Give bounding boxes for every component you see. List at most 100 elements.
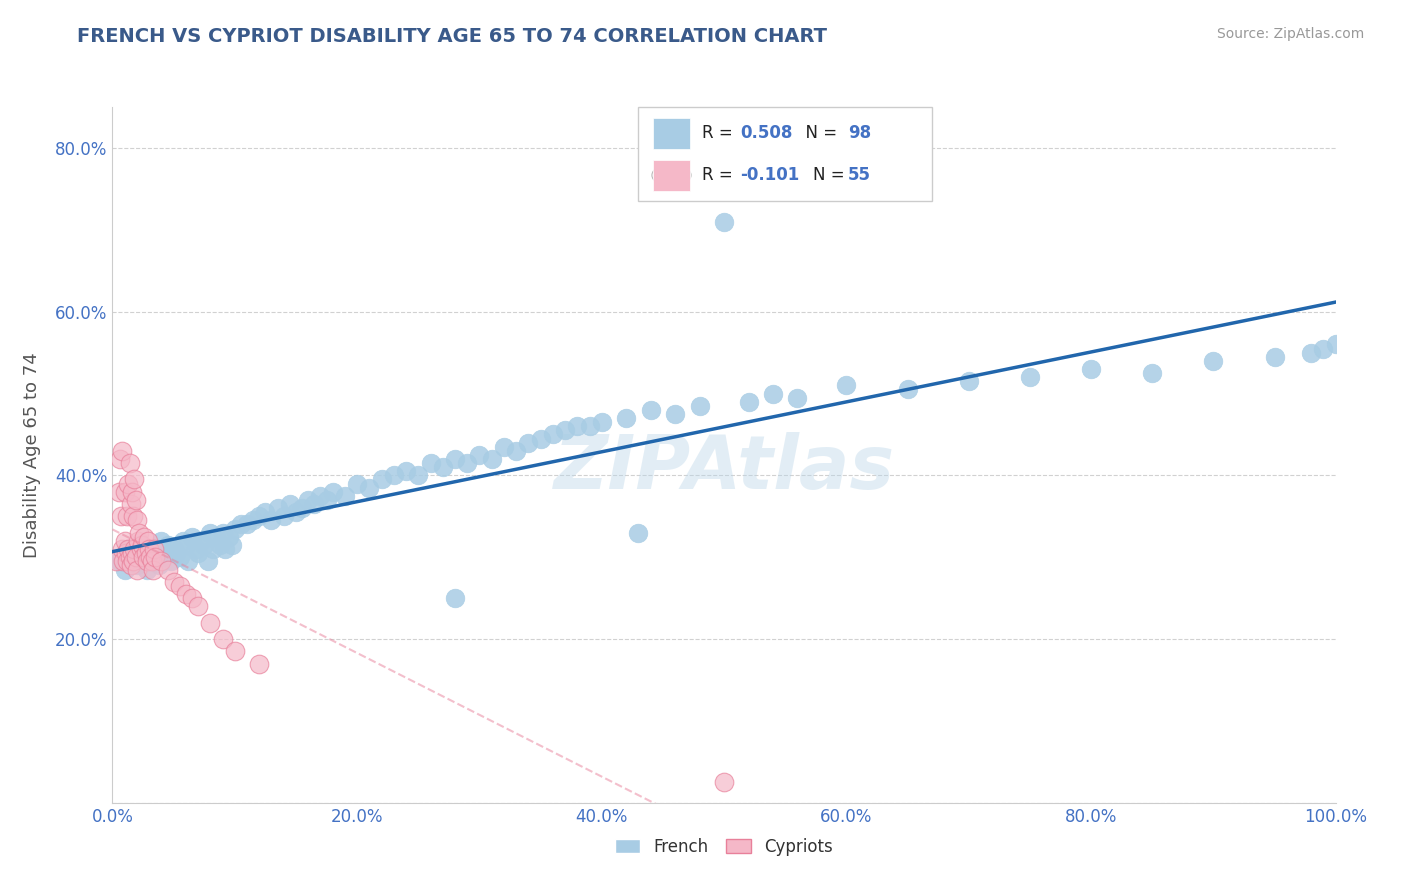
Point <box>124 542 146 557</box>
Point <box>120 554 142 568</box>
Point <box>517 435 540 450</box>
Point <box>200 525 222 540</box>
Point <box>200 615 222 630</box>
Point <box>1080 362 1102 376</box>
Point <box>190 533 212 548</box>
Point <box>114 533 136 548</box>
Point <box>835 378 858 392</box>
Point <box>110 509 132 524</box>
Point <box>108 452 131 467</box>
Point <box>408 468 430 483</box>
Point <box>111 550 134 565</box>
Point <box>117 542 139 557</box>
Point <box>122 554 145 568</box>
Point <box>142 562 165 576</box>
Point <box>627 525 650 540</box>
Point <box>150 554 173 568</box>
Point <box>284 505 308 519</box>
Point <box>132 550 155 565</box>
Point <box>1142 366 1164 380</box>
Text: 0.508: 0.508 <box>740 125 793 143</box>
Point <box>143 546 166 560</box>
Point <box>143 550 166 565</box>
Point <box>370 473 392 487</box>
Point <box>125 492 148 507</box>
Point <box>148 558 170 573</box>
Point <box>224 522 246 536</box>
Point <box>181 530 204 544</box>
Text: N =: N = <box>814 166 851 185</box>
Point <box>492 440 515 454</box>
Point <box>134 546 156 560</box>
Point <box>135 554 157 568</box>
Point <box>169 550 191 565</box>
Point <box>131 538 153 552</box>
Point <box>247 657 270 671</box>
Point <box>172 533 194 548</box>
Point <box>136 533 159 548</box>
Point <box>432 460 454 475</box>
Point <box>115 542 138 557</box>
Point <box>121 546 143 560</box>
Point <box>315 492 337 507</box>
Point <box>291 501 314 516</box>
Point <box>505 443 527 458</box>
Point <box>187 546 209 560</box>
Point <box>614 411 637 425</box>
Point <box>254 505 277 519</box>
Point <box>260 513 283 527</box>
Point <box>737 394 759 409</box>
Point <box>205 530 228 544</box>
Point <box>197 554 219 568</box>
Point <box>1301 345 1323 359</box>
Point <box>201 542 224 557</box>
Point <box>115 509 138 524</box>
Point <box>153 550 176 565</box>
Point <box>242 513 264 527</box>
FancyBboxPatch shape <box>654 160 690 191</box>
Text: 98: 98 <box>848 125 870 143</box>
Point <box>107 484 129 499</box>
Point <box>160 554 183 568</box>
Point <box>117 476 139 491</box>
Point <box>163 542 186 557</box>
Point <box>121 484 143 499</box>
Point <box>156 562 179 576</box>
Point <box>359 481 381 495</box>
Point <box>247 509 270 524</box>
Point <box>169 579 191 593</box>
Point <box>125 558 148 573</box>
Point <box>567 419 589 434</box>
Point <box>115 546 138 560</box>
Point <box>309 489 332 503</box>
Point <box>456 456 478 470</box>
Text: N =: N = <box>794 125 842 143</box>
Point <box>1312 342 1334 356</box>
Point <box>187 599 209 614</box>
Point <box>114 562 136 576</box>
Point <box>786 391 808 405</box>
Point <box>382 468 405 483</box>
Point <box>529 432 551 446</box>
Point <box>127 533 149 548</box>
Point <box>115 554 138 568</box>
Point <box>468 448 491 462</box>
Point <box>181 591 204 606</box>
Point <box>125 562 148 576</box>
Text: ZIPAtlas: ZIPAtlas <box>554 433 894 506</box>
Point <box>1202 353 1225 368</box>
Point <box>138 542 160 557</box>
Point <box>957 374 980 388</box>
Point <box>156 538 179 552</box>
Point <box>141 554 163 568</box>
Point <box>266 501 288 516</box>
Point <box>713 214 735 228</box>
Point <box>125 550 148 565</box>
Point <box>114 484 136 499</box>
Point <box>150 533 173 548</box>
Point <box>128 538 150 552</box>
Point <box>128 525 150 540</box>
Point <box>541 427 564 442</box>
Point <box>112 554 135 568</box>
Point <box>333 489 356 503</box>
